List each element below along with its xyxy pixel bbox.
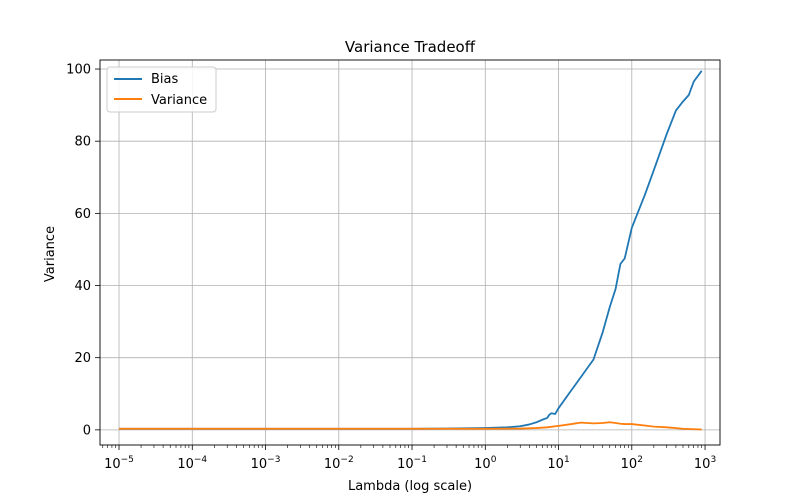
- y-axis-label: Variance: [43, 226, 58, 282]
- series-lines: [119, 70, 703, 431]
- x-tick-label: 100: [474, 455, 497, 472]
- chart-title: Variance Tradeoff: [345, 38, 476, 56]
- x-tick-label: 103: [694, 455, 716, 472]
- y-tick-label: 100: [66, 63, 91, 78]
- x-axis-label: Lambda (log scale): [348, 479, 472, 494]
- y-tick-label: 60: [74, 207, 91, 222]
- legend: Bias Variance: [106, 66, 217, 113]
- y-tick-label: 40: [74, 279, 91, 294]
- y-tick-label: 20: [74, 351, 91, 366]
- legend-label-bias: Bias: [151, 72, 178, 87]
- legend-label-variance: Variance: [151, 93, 207, 108]
- y-tick-label: 80: [74, 135, 91, 150]
- x-tick-label: 10−2: [324, 455, 354, 472]
- ticks: 10−5 10−4 10−3 10−2 10−1 100 101 102 103 0 20 40 60 8…: [66, 63, 716, 472]
- plot-frame: [99, 59, 721, 446]
- x-tick-label: 10−5: [104, 455, 134, 472]
- x-tick-label: 10−3: [251, 455, 281, 472]
- axes: [99, 59, 721, 446]
- x-tick-label: 101: [547, 455, 569, 472]
- x-tick-label: 10−1: [397, 455, 427, 472]
- series-line-variance: [119, 421, 702, 431]
- x-tick-label: 10−4: [177, 455, 207, 472]
- grid: [100, 60, 720, 445]
- x-tick-label: 102: [621, 455, 643, 472]
- y-tick-label: 0: [83, 423, 91, 438]
